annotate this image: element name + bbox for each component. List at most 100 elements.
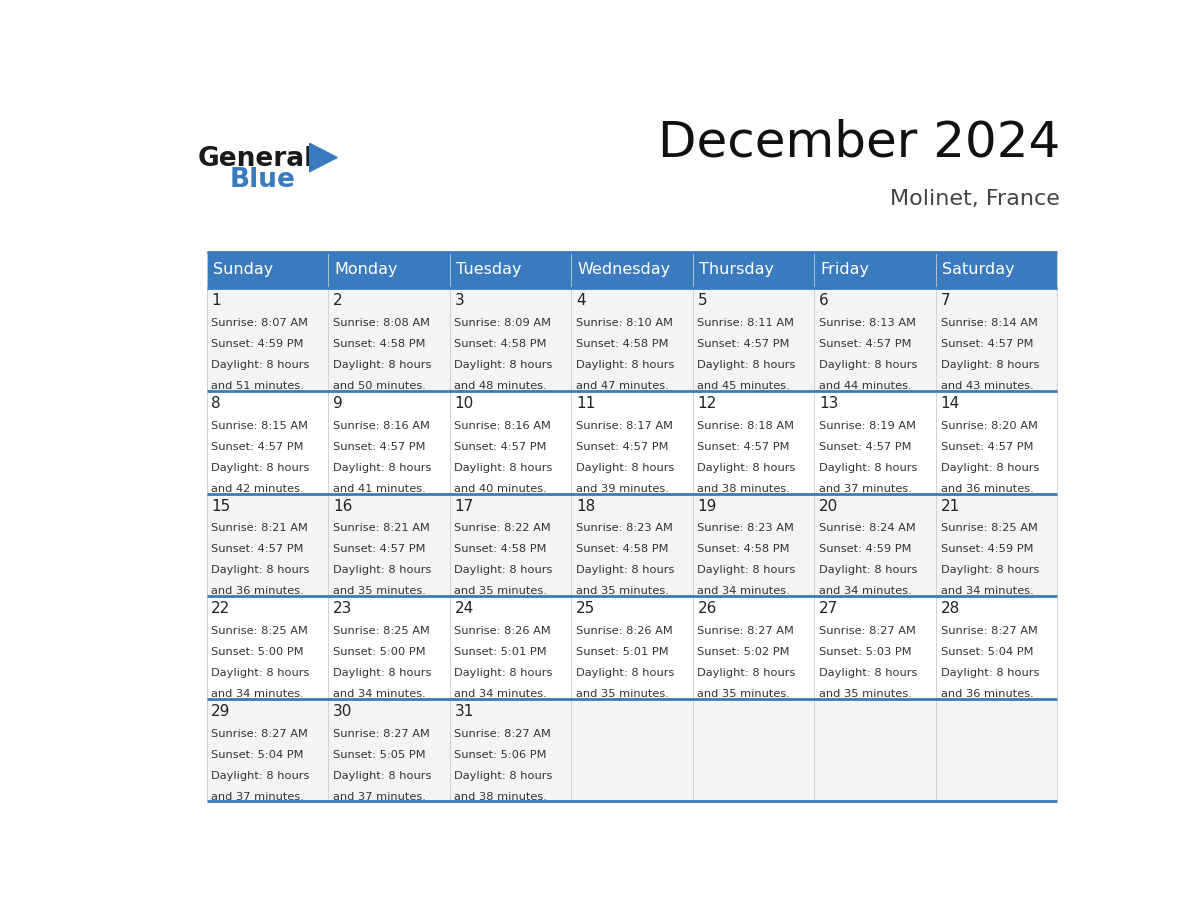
Text: Sunrise: 8:25 AM: Sunrise: 8:25 AM (941, 523, 1037, 533)
Bar (571, 252, 693, 288)
Text: Daylight: 8 hours: Daylight: 8 hours (211, 565, 310, 576)
Bar (814, 252, 936, 288)
Text: Sunset: 5:04 PM: Sunset: 5:04 PM (941, 647, 1034, 657)
Text: Sunday: Sunday (213, 263, 273, 277)
Text: 6: 6 (819, 293, 829, 308)
Text: and 51 minutes.: and 51 minutes. (211, 381, 304, 391)
Bar (814, 494, 936, 596)
Text: and 37 minutes.: and 37 minutes. (819, 484, 912, 494)
Text: Sunrise: 8:18 AM: Sunrise: 8:18 AM (697, 420, 795, 431)
Text: and 35 minutes.: and 35 minutes. (576, 689, 669, 699)
Text: Sunrise: 8:25 AM: Sunrise: 8:25 AM (211, 626, 308, 636)
Text: 31: 31 (455, 704, 474, 719)
Text: Daylight: 8 hours: Daylight: 8 hours (576, 668, 675, 678)
Text: 14: 14 (941, 396, 960, 411)
Text: and 40 minutes.: and 40 minutes. (455, 484, 548, 494)
Text: and 37 minutes.: and 37 minutes. (333, 791, 425, 801)
Text: Sunset: 5:00 PM: Sunset: 5:00 PM (333, 647, 425, 657)
Text: and 36 minutes.: and 36 minutes. (941, 689, 1034, 699)
Text: Wednesday: Wednesday (577, 263, 670, 277)
Bar (449, 494, 571, 596)
Text: Daylight: 8 hours: Daylight: 8 hours (941, 360, 1040, 370)
Bar (207, 494, 328, 596)
Text: Daylight: 8 hours: Daylight: 8 hours (819, 463, 917, 473)
Text: 5: 5 (697, 293, 707, 308)
Text: Sunrise: 8:13 AM: Sunrise: 8:13 AM (819, 318, 916, 328)
Bar (814, 288, 936, 391)
Text: Sunrise: 8:21 AM: Sunrise: 8:21 AM (211, 523, 308, 533)
Text: Daylight: 8 hours: Daylight: 8 hours (941, 668, 1040, 678)
Text: Sunrise: 8:11 AM: Sunrise: 8:11 AM (697, 318, 795, 328)
Text: Sunset: 4:58 PM: Sunset: 4:58 PM (576, 339, 669, 349)
Text: and 34 minutes.: and 34 minutes. (333, 689, 425, 699)
Text: 4: 4 (576, 293, 586, 308)
Text: and 34 minutes.: and 34 minutes. (455, 689, 548, 699)
Bar (328, 252, 449, 288)
Text: Daylight: 8 hours: Daylight: 8 hours (333, 770, 431, 780)
Text: Sunset: 5:02 PM: Sunset: 5:02 PM (697, 647, 790, 657)
Text: Daylight: 8 hours: Daylight: 8 hours (576, 565, 675, 576)
Text: Sunset: 4:57 PM: Sunset: 4:57 PM (941, 442, 1034, 452)
Bar (936, 699, 1057, 801)
Text: Sunset: 5:01 PM: Sunset: 5:01 PM (455, 647, 546, 657)
Text: Sunset: 5:01 PM: Sunset: 5:01 PM (576, 647, 669, 657)
Text: Sunrise: 8:19 AM: Sunrise: 8:19 AM (819, 420, 916, 431)
Bar (207, 288, 328, 391)
Bar (207, 391, 328, 494)
Text: Monday: Monday (334, 263, 398, 277)
Text: and 42 minutes.: and 42 minutes. (211, 484, 304, 494)
Text: Thursday: Thursday (699, 263, 773, 277)
Text: Sunset: 4:57 PM: Sunset: 4:57 PM (576, 442, 669, 452)
Text: Daylight: 8 hours: Daylight: 8 hours (333, 565, 431, 576)
Text: Molinet, France: Molinet, France (890, 189, 1060, 209)
Text: Daylight: 8 hours: Daylight: 8 hours (819, 565, 917, 576)
Text: and 34 minutes.: and 34 minutes. (941, 587, 1034, 597)
Text: Daylight: 8 hours: Daylight: 8 hours (211, 770, 310, 780)
Bar (936, 596, 1057, 699)
Text: 11: 11 (576, 396, 595, 411)
Text: 30: 30 (333, 704, 353, 719)
Bar (936, 391, 1057, 494)
Bar (693, 494, 814, 596)
Text: December 2024: December 2024 (658, 118, 1060, 167)
Text: Daylight: 8 hours: Daylight: 8 hours (941, 463, 1040, 473)
Text: Sunrise: 8:27 AM: Sunrise: 8:27 AM (333, 729, 430, 738)
Text: 25: 25 (576, 601, 595, 616)
Bar (571, 596, 693, 699)
Text: Daylight: 8 hours: Daylight: 8 hours (333, 360, 431, 370)
Text: Sunset: 4:57 PM: Sunset: 4:57 PM (941, 339, 1034, 349)
Text: 27: 27 (819, 601, 839, 616)
Text: General: General (197, 146, 314, 172)
Bar (814, 596, 936, 699)
Text: and 38 minutes.: and 38 minutes. (697, 484, 790, 494)
Text: Sunrise: 8:15 AM: Sunrise: 8:15 AM (211, 420, 309, 431)
Text: Daylight: 8 hours: Daylight: 8 hours (455, 770, 552, 780)
Text: Sunset: 4:57 PM: Sunset: 4:57 PM (819, 339, 911, 349)
Bar (571, 494, 693, 596)
Bar (449, 252, 571, 288)
Text: Sunset: 5:06 PM: Sunset: 5:06 PM (455, 750, 546, 759)
Text: 13: 13 (819, 396, 839, 411)
Text: and 38 minutes.: and 38 minutes. (455, 791, 548, 801)
Text: Sunrise: 8:16 AM: Sunrise: 8:16 AM (333, 420, 430, 431)
Text: 1: 1 (211, 293, 221, 308)
Text: and 39 minutes.: and 39 minutes. (576, 484, 669, 494)
Text: 15: 15 (211, 498, 230, 513)
Bar (207, 252, 328, 288)
Text: and 34 minutes.: and 34 minutes. (211, 689, 304, 699)
Text: Daylight: 8 hours: Daylight: 8 hours (697, 565, 796, 576)
Text: Sunrise: 8:17 AM: Sunrise: 8:17 AM (576, 420, 672, 431)
Text: 10: 10 (455, 396, 474, 411)
Bar (449, 288, 571, 391)
Text: Daylight: 8 hours: Daylight: 8 hours (333, 463, 431, 473)
Bar (449, 699, 571, 801)
Bar (936, 494, 1057, 596)
Bar (936, 288, 1057, 391)
Text: Sunset: 4:58 PM: Sunset: 4:58 PM (697, 544, 790, 554)
Text: Sunset: 4:57 PM: Sunset: 4:57 PM (819, 442, 911, 452)
Text: Sunrise: 8:26 AM: Sunrise: 8:26 AM (455, 626, 551, 636)
Text: 24: 24 (455, 601, 474, 616)
Text: Sunrise: 8:14 AM: Sunrise: 8:14 AM (941, 318, 1037, 328)
Text: Sunrise: 8:07 AM: Sunrise: 8:07 AM (211, 318, 309, 328)
Text: Sunrise: 8:23 AM: Sunrise: 8:23 AM (697, 523, 795, 533)
